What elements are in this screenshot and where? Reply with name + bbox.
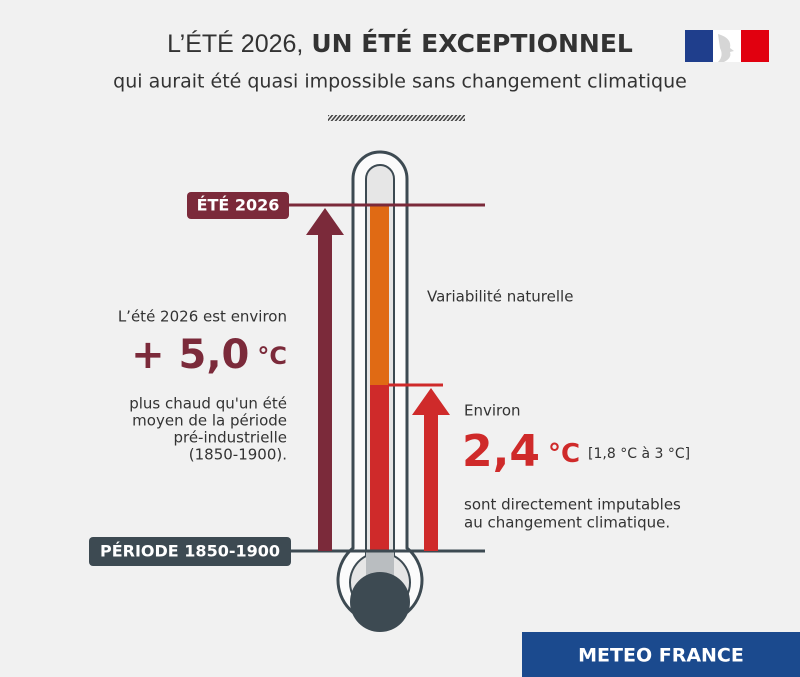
arrow-total <box>306 208 344 551</box>
right-desc: au changement climatique. <box>464 514 670 532</box>
bottom-label-box <box>89 537 291 566</box>
thermometer <box>336 150 424 632</box>
footer-brand: METEO FRANCE <box>578 645 744 667</box>
left-intro: L’été 2026 est environ <box>118 308 287 326</box>
left-number: + 5,0 <box>131 332 249 378</box>
bottom-label: PÉRIODE 1850-1900 <box>100 542 280 561</box>
divider <box>328 115 465 121</box>
fill-variability <box>370 205 389 385</box>
fill-climate <box>370 385 389 555</box>
right-value: 2,4 °C [1,8 °C à 3 °C] <box>462 426 690 477</box>
left-desc: moyen de la période <box>132 412 287 430</box>
title-light: L’ÉTÉ 2026, <box>167 29 303 58</box>
top-label-box <box>187 192 289 219</box>
bulb <box>350 572 410 632</box>
variability-label: Variabilité naturelle <box>427 288 573 306</box>
top-label: ÉTÉ 2026 <box>197 196 280 215</box>
footer-box <box>522 632 800 677</box>
left-desc: (1850-1900). <box>189 446 287 464</box>
right-unit: °C <box>548 439 580 469</box>
right-desc: sont directement imputables <box>464 496 681 514</box>
left-value: + 5,0 °C <box>131 332 287 378</box>
flag-logo <box>685 30 769 62</box>
right-number: 2,4 <box>462 426 540 477</box>
left-unit: °C <box>257 342 287 370</box>
right-range: [1,8 °C à 3 °C] <box>588 446 690 462</box>
left-desc: pré-industrielle <box>173 429 287 447</box>
title: L’ÉTÉ 2026, UN ÉTÉ EXCEPTIONNEL <box>167 29 633 58</box>
arrow-climate <box>412 388 450 551</box>
subtitle: qui aurait été quasi impossible sans cha… <box>113 71 687 93</box>
left-desc: plus chaud qu'un été <box>129 395 287 413</box>
right-intro: Environ <box>464 402 521 420</box>
title-bold: UN ÉTÉ EXCEPTIONNEL <box>311 29 633 58</box>
